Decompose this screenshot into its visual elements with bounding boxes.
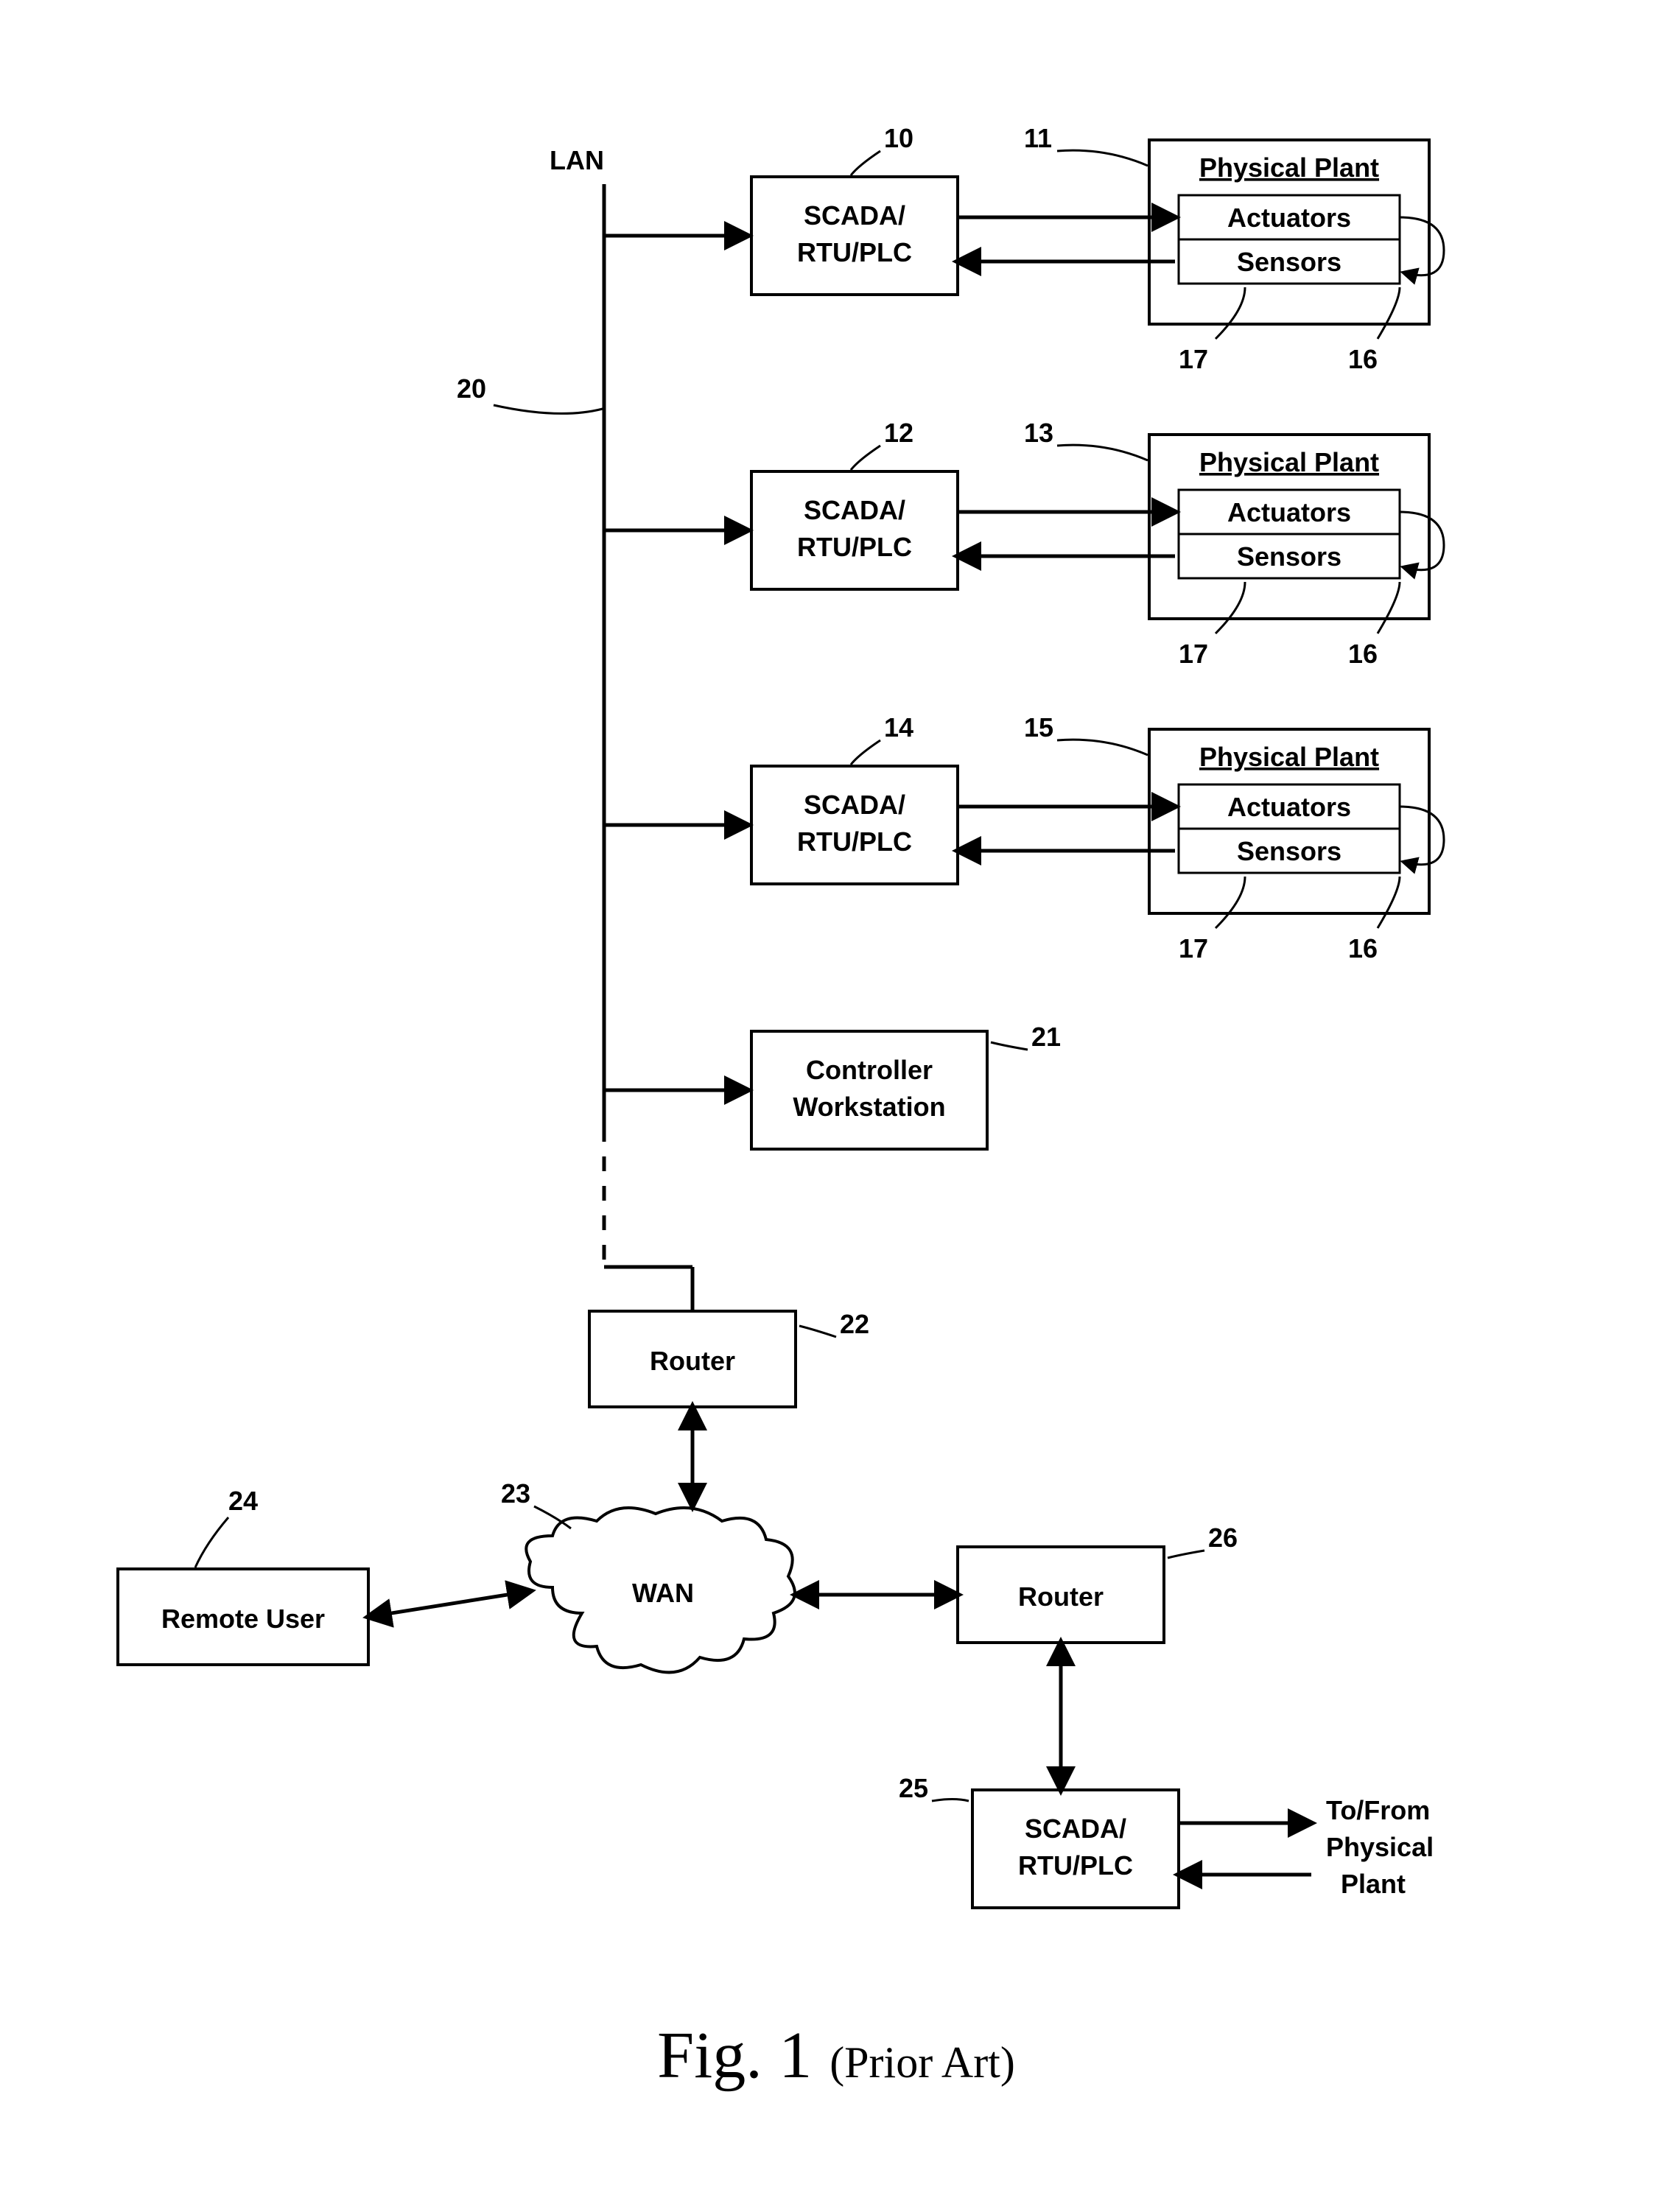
scada-block-2: SCADA/ RTU/PLC 12 <box>751 418 958 589</box>
scada-block-3: SCADA/ RTU/PLC 14 <box>751 712 958 884</box>
controller-line1: Controller <box>806 1055 933 1085</box>
tofrom-1: To/From <box>1326 1795 1430 1825</box>
controller-block: Controller Workstation 21 <box>751 1022 1061 1149</box>
ref-16c: 16 <box>1348 933 1378 963</box>
scada1-line1: SCADA/ <box>804 200 905 231</box>
ref-21: 21 <box>1031 1022 1061 1052</box>
scada1-line2: RTU/PLC <box>797 237 912 267</box>
wan-label: WAN <box>632 1578 694 1608</box>
plant2-sen: Sensors <box>1237 541 1341 572</box>
leader-21 <box>991 1042 1028 1050</box>
controller-line2: Workstation <box>793 1092 945 1122</box>
leader-12 <box>851 446 880 470</box>
remote-label: Remote User <box>161 1604 325 1634</box>
ref-20: 20 <box>457 373 486 404</box>
ref-26: 26 <box>1208 1523 1238 1553</box>
plant1-title: Physical Plant <box>1199 152 1379 183</box>
plant-block-2: Physical Plant Actuators Sensors 13 16 1… <box>1024 418 1444 669</box>
plant3-title: Physical Plant <box>1199 742 1379 772</box>
edge-remote-wan <box>368 1591 530 1617</box>
ref-13: 13 <box>1024 418 1053 448</box>
ref-16b: 16 <box>1348 639 1378 669</box>
plant1-act: Actuators <box>1227 203 1351 233</box>
leader-14 <box>851 740 880 765</box>
plant2-title: Physical Plant <box>1199 447 1379 477</box>
leader-20 <box>494 405 603 413</box>
leader-13 <box>1057 445 1148 460</box>
router1-label: Router <box>650 1346 735 1376</box>
leader-26 <box>1168 1551 1204 1558</box>
ref-24: 24 <box>228 1486 258 1516</box>
plant3-act: Actuators <box>1227 792 1351 822</box>
scada3-line1: SCADA/ <box>804 790 905 820</box>
scada3-line2: RTU/PLC <box>797 826 912 857</box>
plant1-sen: Sensors <box>1237 247 1341 277</box>
fig-number: Fig. 1 <box>657 2019 812 2092</box>
scada4-line1: SCADA/ <box>1025 1814 1126 1844</box>
leader-25 <box>932 1800 969 1802</box>
leader-23 <box>534 1506 571 1528</box>
router-block-1: Router 22 <box>589 1309 869 1407</box>
leader-15 <box>1057 740 1148 755</box>
lan-label: LAN <box>550 145 604 175</box>
fig-prior: (Prior Art) <box>830 2038 1015 2087</box>
ref-15: 15 <box>1024 712 1053 742</box>
ref-17a: 17 <box>1179 344 1208 374</box>
wan-cloud: WAN 23 <box>501 1478 795 1672</box>
tofrom-3: Plant <box>1341 1869 1406 1899</box>
plant3-sen: Sensors <box>1237 836 1341 866</box>
ref-10: 10 <box>884 123 913 153</box>
scada2-line2: RTU/PLC <box>797 532 912 562</box>
router2-label: Router <box>1018 1581 1104 1612</box>
tofrom-2: Physical <box>1326 1832 1434 1862</box>
leader-11 <box>1057 150 1148 166</box>
leader-10 <box>851 151 880 175</box>
figure-caption: Fig. 1 (Prior Art) <box>657 2019 1015 2092</box>
leader-24 <box>195 1517 228 1567</box>
scada4-line2: RTU/PLC <box>1018 1850 1133 1881</box>
ref-14: 14 <box>884 712 913 742</box>
leader-22 <box>799 1326 836 1337</box>
ref-16a: 16 <box>1348 344 1378 374</box>
ref-17b: 17 <box>1179 639 1208 669</box>
scada-block-1: SCADA/ RTU/PLC 10 <box>751 123 958 295</box>
ref-11: 11 <box>1024 123 1052 153</box>
remote-user-block: Remote User 24 <box>118 1486 368 1665</box>
ref-17c: 17 <box>1179 933 1208 963</box>
scada-block-4: SCADA/ RTU/PLC 25 <box>899 1773 1179 1908</box>
plant2-act: Actuators <box>1227 497 1351 527</box>
ref-23: 23 <box>501 1478 530 1509</box>
ref-12: 12 <box>884 418 913 448</box>
ref-22: 22 <box>840 1309 869 1339</box>
router-block-2: Router 26 <box>958 1523 1238 1643</box>
scada2-line1: SCADA/ <box>804 495 905 525</box>
plant-block-3: Physical Plant Actuators Sensors 15 16 1… <box>1024 712 1444 963</box>
plant-block-1: Physical Plant Actuators Sensors 11 16 1… <box>1024 123 1444 374</box>
ref-25: 25 <box>899 1773 928 1803</box>
